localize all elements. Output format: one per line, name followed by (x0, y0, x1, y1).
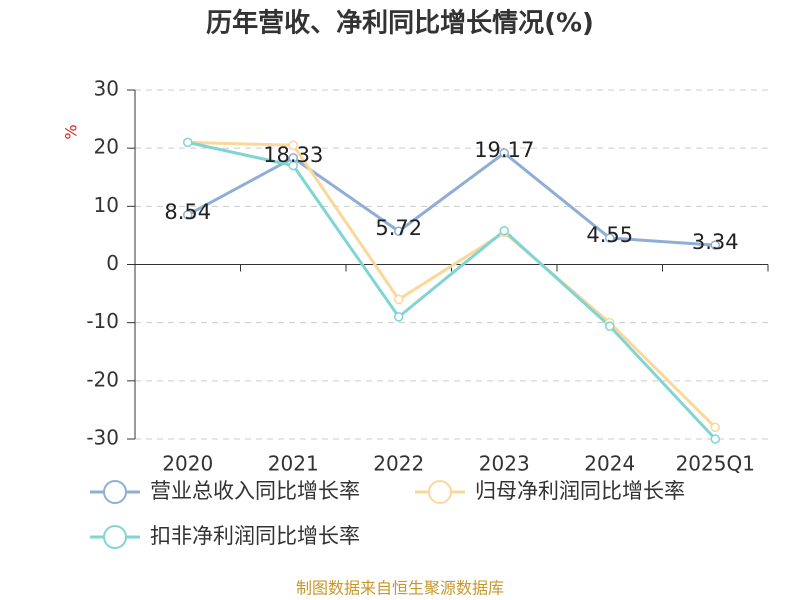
x-tick-label: 2023 (479, 452, 530, 476)
chart-title: 历年营收、净利同比增长情况(%) (206, 8, 594, 39)
legend-label: 扣非净利润同比增长率 (150, 524, 360, 548)
data-label: 4.55 (586, 223, 633, 247)
data-label: 8.54 (164, 200, 211, 224)
x-tick-label: 2024 (584, 452, 635, 476)
point-marker (288, 160, 298, 171)
x-tick-label: 2020 (162, 452, 213, 476)
data-label: 3.34 (692, 230, 739, 254)
x-tick-label: 2022 (373, 452, 424, 476)
point-marker (394, 312, 404, 322)
x-tick-label: 2025Q1 (676, 452, 755, 476)
y-tick-label: 0 (106, 251, 119, 275)
data-label: 19.17 (474, 138, 534, 162)
legend-label: 归母净利润同比增长率 (475, 479, 685, 503)
data-label: 18.33 (263, 143, 323, 167)
y-tick-label: -10 (86, 309, 119, 333)
legend-marker (428, 480, 452, 504)
y-axis-label: % (62, 124, 81, 139)
x-tick-label: 2021 (268, 452, 319, 476)
point-marker (605, 233, 615, 243)
legend-label: 营业总收入同比增长率 (150, 479, 360, 503)
source-note: 制图数据来自恒生聚源数据库 (296, 579, 504, 598)
y-tick-label: -20 (86, 367, 119, 391)
point-marker (710, 240, 720, 250)
point-marker (710, 434, 720, 444)
point-marker (288, 140, 298, 151)
y-tick-label: -30 (86, 426, 119, 450)
legend-marker (103, 480, 127, 504)
series-line (187, 140, 717, 429)
series-line (187, 140, 717, 441)
y-tick-label: 20 (94, 135, 119, 159)
y-tick-label: 10 (94, 193, 119, 217)
point-marker (183, 137, 193, 148)
point-marker (499, 226, 509, 236)
legend-marker (103, 525, 127, 549)
point-marker (394, 294, 404, 305)
y-tick-label: 30 (94, 77, 119, 101)
series-line (187, 151, 716, 247)
point-marker (605, 321, 615, 331)
point-marker (499, 148, 509, 158)
point-marker (394, 226, 404, 236)
data-label: 5.72 (375, 216, 422, 240)
point-marker (710, 422, 720, 433)
point-marker (183, 210, 193, 220)
